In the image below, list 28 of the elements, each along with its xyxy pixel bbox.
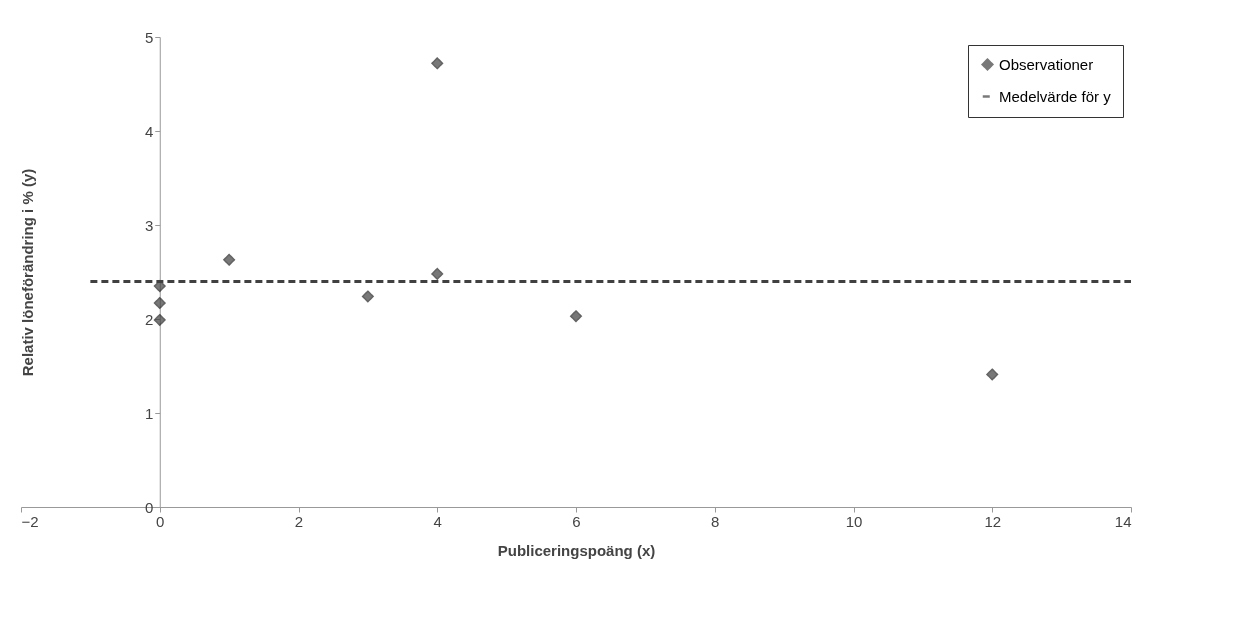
- point: [153, 280, 166, 293]
- point: [431, 57, 444, 70]
- x-tick-label: −2: [21, 512, 39, 530]
- point: [153, 297, 166, 310]
- y-tick-label: 4: [144, 122, 154, 140]
- point: [153, 313, 166, 326]
- x-tick-label: 6: [572, 512, 581, 530]
- y-tick-label: 0: [144, 498, 154, 516]
- x-tick-label: 8: [711, 512, 720, 530]
- x-axis-title: Publiceringspoäng (x): [497, 541, 656, 559]
- point: [431, 267, 444, 280]
- x-tick-label: 14: [1114, 512, 1132, 530]
- point: [570, 310, 582, 323]
- legend-label: Observationer: [999, 55, 1094, 73]
- point: [223, 253, 236, 266]
- y-tick-label: 3: [144, 216, 154, 234]
- x-tick-label: 2: [294, 512, 304, 530]
- y-tick-label: 2: [144, 310, 154, 328]
- x-tick-label: 12: [984, 512, 1002, 530]
- legend-label: Medelvärde för y: [999, 87, 1112, 105]
- x-tick-label: 10: [845, 512, 863, 530]
- x-tick-label: 0: [156, 512, 165, 530]
- point: [986, 368, 999, 381]
- y-axis-title: Relativ löneförändring i % (y): [19, 168, 37, 377]
- y-tick-label: 5: [144, 28, 154, 46]
- x-tick-label: 4: [433, 512, 442, 530]
- point: [361, 290, 374, 303]
- y-tick-label: 1: [144, 404, 154, 422]
